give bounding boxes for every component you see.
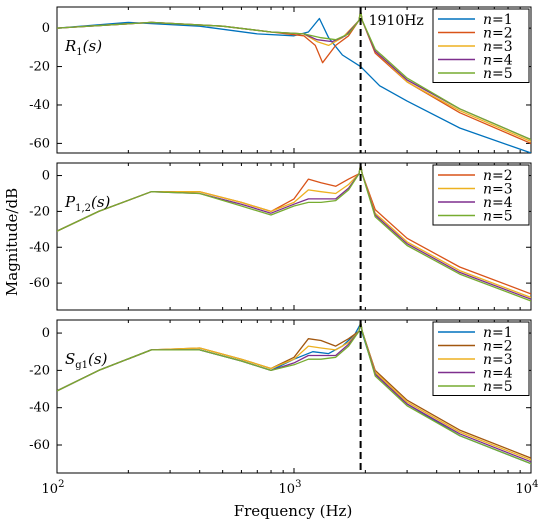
legend-label: n=4: [483, 195, 513, 211]
legend: n=1n=2n=3n=4n=5: [432, 321, 530, 396]
legend-label: n=1: [483, 12, 513, 28]
legend: n=1n=2n=3n=4n=5: [432, 8, 530, 83]
x-tick-label: 102: [42, 479, 65, 497]
panel-1: 0 -20 -40 -60 1910Hz R1(s) n=1n=2n=3n=4n=5: [29, 6, 532, 154]
y-tick-label: -20: [29, 60, 50, 75]
y-tick-label: 0: [42, 21, 50, 36]
legend-label: n=5: [483, 209, 513, 225]
panel-2: 0 -20 -40 -60 P1,2(s) n=2n=3n=4n=5: [29, 162, 532, 311]
series-line-n-5: [57, 164, 531, 302]
legend-label: n=3: [483, 182, 513, 198]
legend-label: n=5: [483, 379, 513, 395]
legend-label: n=2: [483, 26, 513, 42]
series-line-n-3: [57, 321, 531, 461]
legend-label: n=4: [483, 366, 513, 382]
series-group: [57, 321, 531, 465]
legend: n=2n=3n=4n=5: [432, 164, 530, 226]
legend-label: n=2: [483, 168, 513, 184]
legend-label: n=1: [483, 325, 513, 341]
panel-label: P1,2(s): [64, 193, 111, 214]
panel-label: Sg1(s): [65, 350, 108, 371]
panels: 0-20-40-601910HzR1(s)n=1n=2n=3n=4n=50-20…: [29, 6, 539, 497]
legend-label: n=2: [483, 339, 513, 355]
y-tick-label: -60: [29, 276, 50, 291]
y-tick-label: -60: [29, 438, 50, 453]
y-tick-label: -20: [29, 204, 50, 219]
x-axis-label: Frequency (Hz): [234, 502, 353, 520]
series-line-n-1: [57, 17, 531, 153]
panel-label: R1(s): [64, 37, 102, 58]
x-tick-label: 104: [516, 479, 539, 497]
series-line-n-5: [57, 321, 531, 465]
resonance-annotation: 1910Hz: [369, 13, 424, 29]
x-tick-label: 103: [279, 479, 302, 497]
series-line-n-3: [57, 164, 531, 299]
legend-label: n=3: [483, 352, 513, 368]
y-tick-label: -40: [29, 240, 50, 255]
y-tick-label: 0: [42, 326, 50, 341]
series-group: [57, 164, 531, 302]
y-tick-label: -40: [29, 401, 50, 416]
y-tick-label: -20: [29, 363, 50, 378]
y-tick-label: -40: [29, 98, 50, 113]
series-group: [57, 10, 531, 153]
legend-label: n=4: [483, 53, 513, 69]
panel-3: 0 -20 -40 -60 Sg1(s) n=1n=2n=3n=4n=5 102 103 104: [29, 319, 539, 497]
y-tick-label: -60: [29, 136, 50, 151]
legend-label: n=5: [483, 66, 513, 82]
y-axis-label: Magnitude/dB: [3, 188, 21, 296]
y-tick-label: 0: [42, 169, 50, 184]
series-line-n-5: [57, 10, 531, 141]
legend-label: n=3: [483, 39, 513, 55]
